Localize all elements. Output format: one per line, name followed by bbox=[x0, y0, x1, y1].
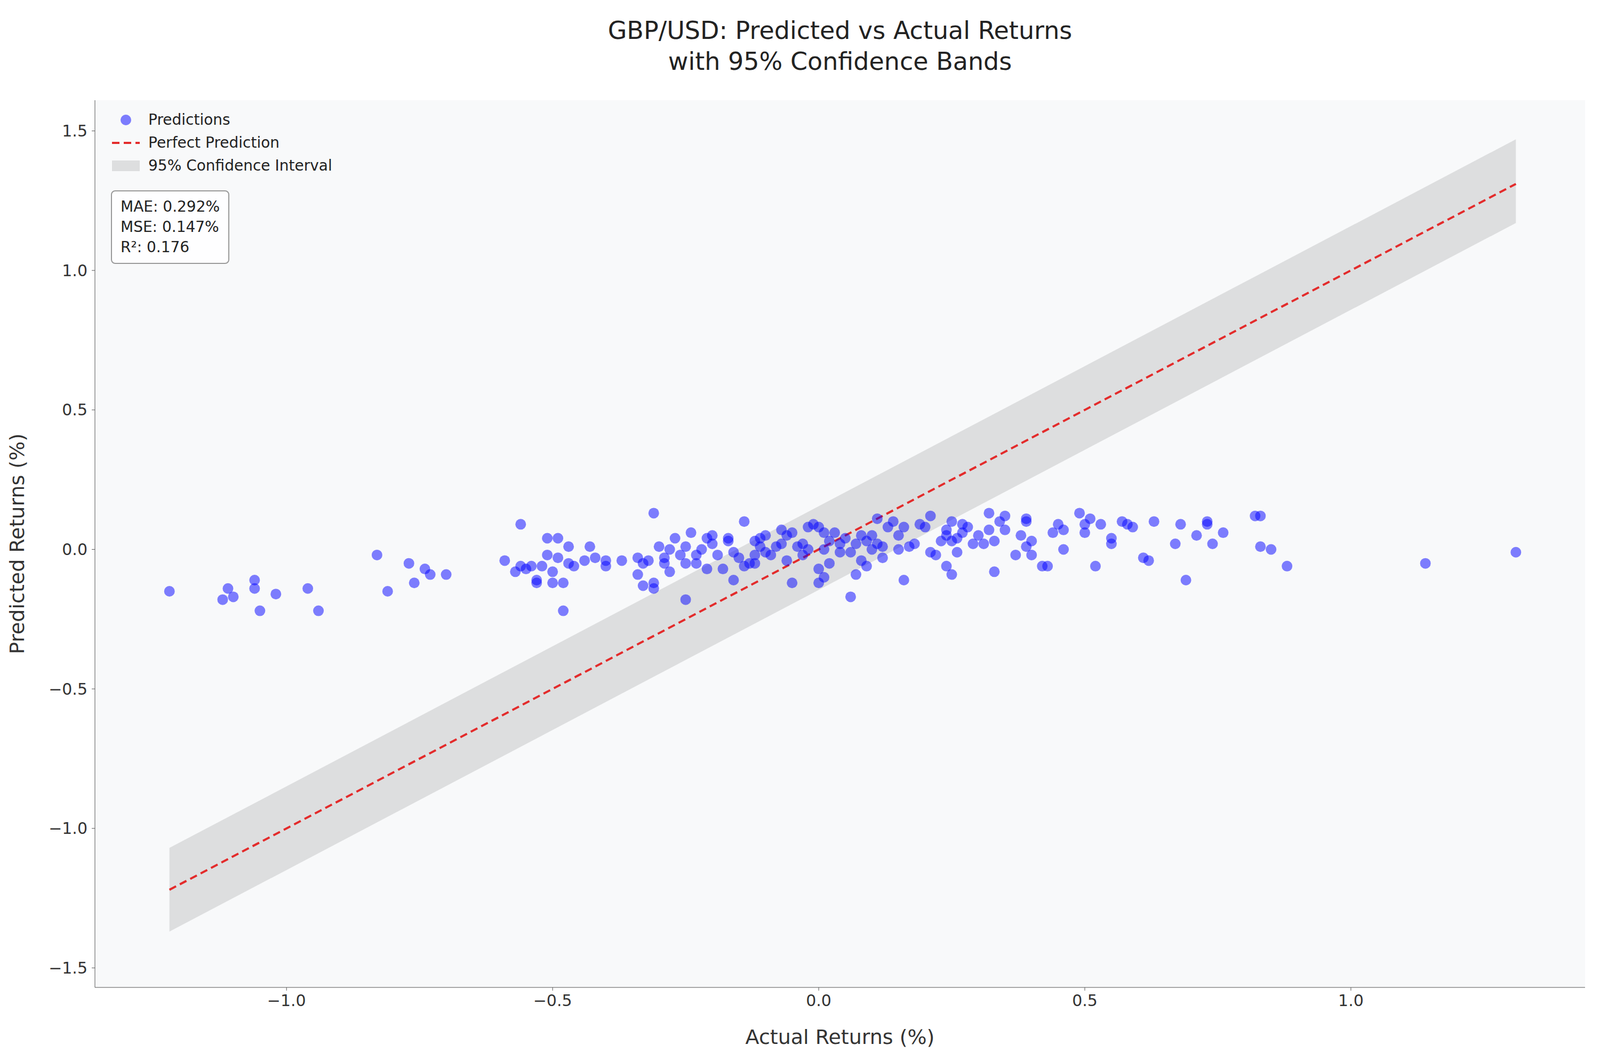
svg-text:Actual Returns (%): Actual Returns (%) bbox=[745, 1025, 935, 1050]
svg-text:−1.0: −1.0 bbox=[267, 991, 307, 1011]
html-text:MSE: 0.147%: MSE: 0.147% bbox=[120, 218, 220, 236]
html-text:Perfect Prediction: Perfect Prediction bbox=[148, 133, 280, 152]
svg-text:0.0: 0.0 bbox=[61, 540, 88, 559]
svg-text:−1.5: −1.5 bbox=[48, 958, 88, 978]
html-text:GBP/USD: Predicted vs Actual R: GBP/USD: Predicted vs Actual Returns wit… bbox=[607, 16, 1073, 76]
svg-text:Predicted Returns (%): Predicted Returns (%) bbox=[5, 433, 29, 655]
svg-text:1.5: 1.5 bbox=[61, 121, 88, 141]
html-text:95% Confidence Interval: 95% Confidence Interval bbox=[148, 156, 333, 175]
svg-text:0.5: 0.5 bbox=[61, 400, 88, 420]
svg-text:−1.0: −1.0 bbox=[48, 819, 88, 838]
html-text:R²: 0.176: R²: 0.176 bbox=[120, 238, 190, 256]
html-text:Predictions: Predictions bbox=[148, 110, 231, 129]
svg-text:−0.5: −0.5 bbox=[48, 680, 88, 699]
svg-text:1.0: 1.0 bbox=[1338, 991, 1364, 1011]
svg-text:0.0: 0.0 bbox=[805, 991, 832, 1011]
html-text:MAE: 0.292%: MAE: 0.292% bbox=[120, 197, 220, 216]
svg-text:0.5: 0.5 bbox=[1072, 991, 1098, 1011]
svg-text:−0.5: −0.5 bbox=[533, 991, 573, 1011]
svg-text:1.0: 1.0 bbox=[61, 261, 88, 280]
